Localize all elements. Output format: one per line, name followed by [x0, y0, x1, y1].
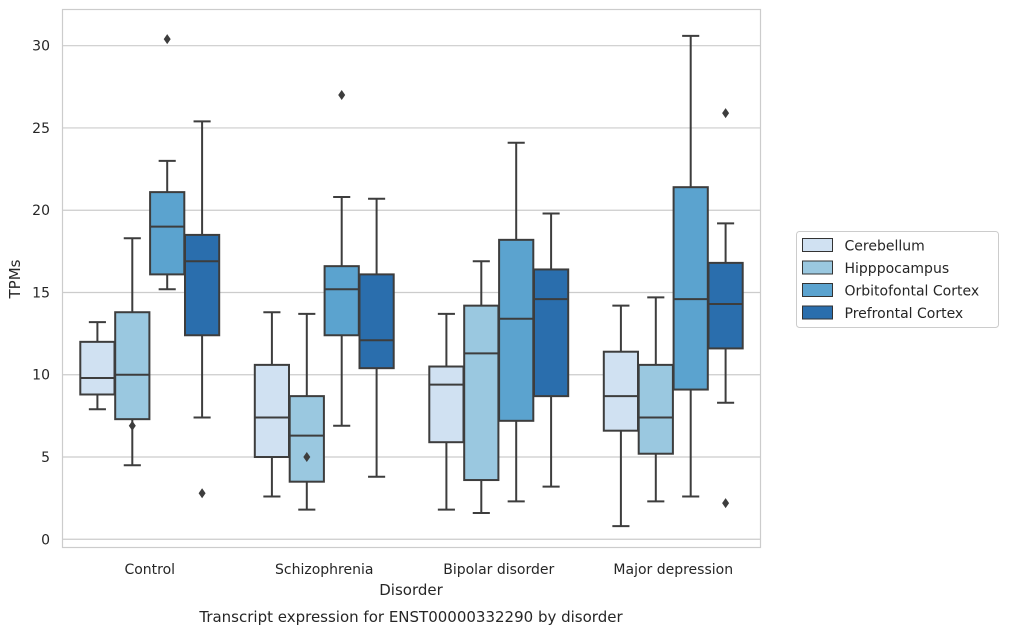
outlier-point	[338, 90, 346, 101]
outlier-point	[128, 420, 136, 431]
box	[498, 141, 535, 503]
chart-caption: Transcript expression for ENST0000033229…	[198, 608, 623, 626]
box-iqr	[498, 238, 535, 422]
legend: Cerebellum Hipppocampus Orbitofontal Corte…	[796, 231, 999, 328]
box-iqr	[149, 191, 186, 276]
y-axis-label: TPMs	[6, 259, 24, 299]
box-iqr	[428, 365, 465, 444]
box	[288, 312, 325, 511]
x-tick-label: Schizophrenia	[275, 562, 373, 578]
box-iqr	[707, 261, 744, 350]
box	[707, 108, 744, 509]
outlier-point	[198, 488, 206, 499]
box	[183, 120, 221, 499]
series-orbitofontal-cortex	[149, 34, 709, 503]
box	[358, 197, 395, 478]
box	[428, 312, 465, 511]
legend-item: Orbitofontal Cortex	[802, 283, 980, 300]
box-iqr	[602, 350, 640, 432]
legend-swatch	[802, 238, 833, 252]
box	[253, 311, 291, 498]
plot-background	[62, 9, 761, 548]
outlier-point	[722, 108, 730, 119]
box	[672, 34, 709, 498]
legend-frame	[796, 231, 999, 328]
legend-label: Prefrontal Cortex	[845, 306, 964, 322]
box-iqr	[358, 273, 395, 370]
plot-frame	[61, 8, 762, 549]
x-tick-label: Bipolar disorder	[443, 562, 554, 578]
x-tick-label: Control	[124, 562, 175, 578]
box	[323, 90, 360, 427]
y-tick-label: 0	[41, 532, 50, 548]
box	[532, 212, 570, 488]
box	[637, 296, 674, 503]
gridlines	[62, 45, 761, 540]
box-iqr	[323, 265, 360, 337]
box-iqr	[463, 304, 500, 482]
box-iqr	[183, 233, 221, 337]
series-prefrontal-cortex	[183, 108, 744, 509]
box	[114, 237, 151, 467]
legend-item: Prefrontal Cortex	[802, 305, 964, 322]
x-axis-ticks: Control Schizophrenia Bipolar disorder Majo…	[124, 562, 733, 578]
legend-swatch	[802, 305, 833, 320]
y-tick-label: 30	[32, 39, 50, 55]
box-iqr	[79, 340, 116, 396]
legend-label: Cerebellum	[845, 239, 925, 255]
box-iqr	[288, 395, 325, 483]
legend-swatch	[802, 260, 833, 275]
legend-swatch	[802, 283, 833, 297]
box	[602, 304, 640, 528]
x-axis-label: Disorder	[379, 581, 443, 599]
outlier-point	[163, 34, 171, 45]
y-tick-label: 10	[32, 368, 50, 384]
y-tick-label: 25	[32, 121, 50, 137]
box-iqr	[253, 363, 291, 459]
y-axis-ticks: 0 5 10 15 20 25 30	[32, 39, 50, 549]
legend-item: Hipppocampus	[802, 260, 950, 277]
y-tick-label: 20	[32, 203, 50, 219]
outlier-point	[722, 498, 730, 509]
box-series	[79, 34, 744, 528]
y-tick-label: 15	[32, 285, 50, 301]
series-cerebellum	[79, 304, 640, 528]
box	[149, 34, 186, 291]
y-tick-label: 5	[41, 450, 50, 466]
outlier-point	[303, 452, 311, 463]
box-iqr	[672, 186, 709, 391]
legend-item: Cerebellum	[802, 238, 925, 255]
box-iqr	[114, 311, 151, 421]
legend-label: Hipppocampus	[845, 261, 950, 277]
legend-label: Orbitofontal Cortex	[845, 284, 980, 300]
x-tick-label: Major depression	[613, 562, 733, 578]
box-iqr	[637, 363, 674, 455]
box-iqr	[532, 268, 570, 398]
